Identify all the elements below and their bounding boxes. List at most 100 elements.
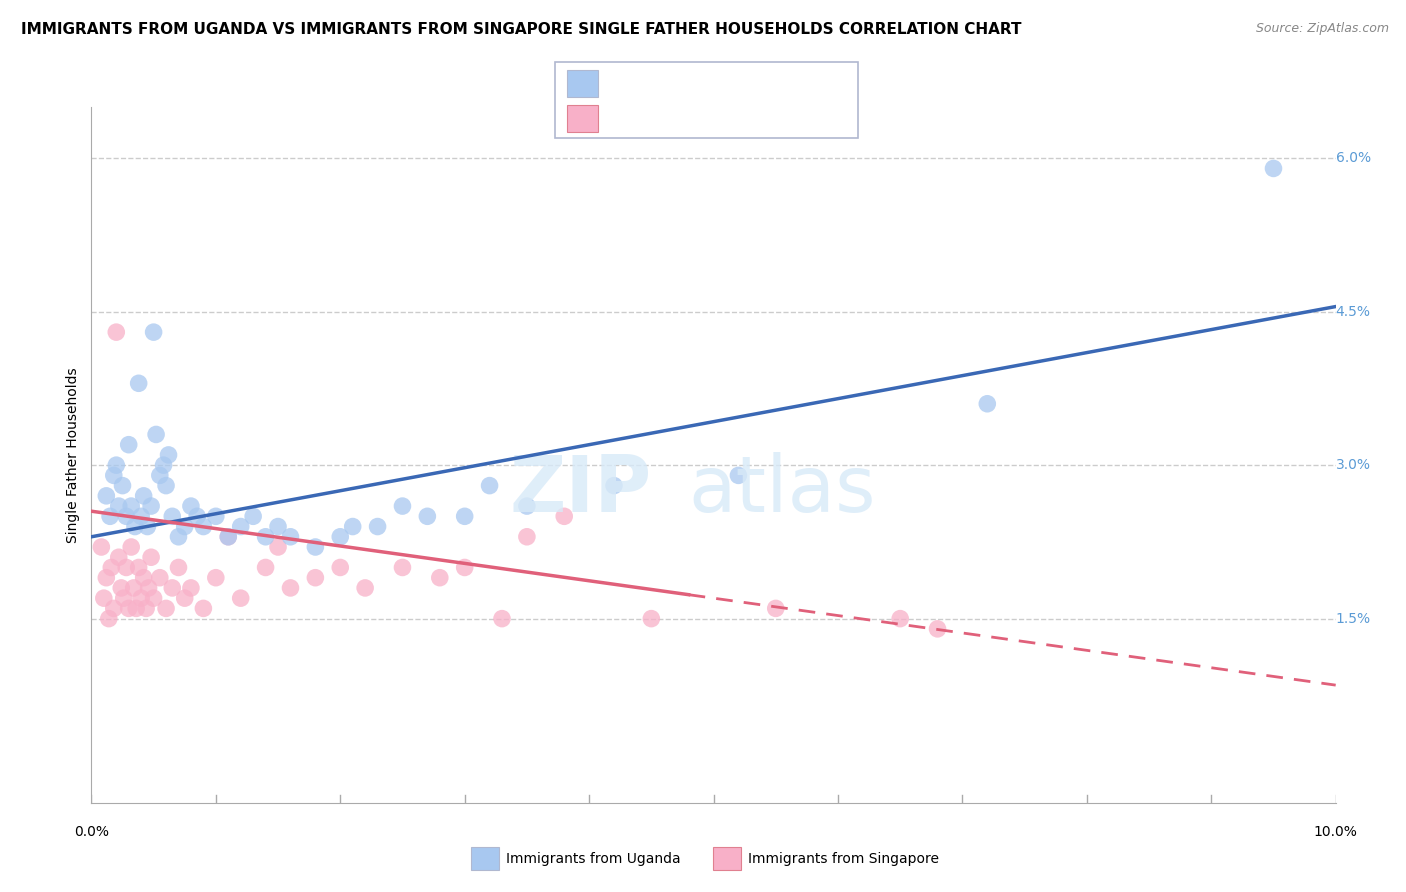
Text: 6.0%: 6.0% — [1336, 152, 1371, 165]
Point — [927, 622, 949, 636]
Point — [727, 468, 749, 483]
Text: IMMIGRANTS FROM UGANDA VS IMMIGRANTS FROM SINGAPORE SINGLE FATHER HOUSEHOLDS COR: IMMIGRANTS FROM UGANDA VS IMMIGRANTS FRO… — [21, 22, 1022, 37]
Point — [124, 519, 146, 533]
Point — [205, 509, 228, 524]
Point — [516, 530, 538, 544]
Text: atlas: atlas — [689, 451, 876, 528]
Point — [136, 519, 159, 533]
Point — [122, 581, 145, 595]
Point — [149, 468, 172, 483]
Point — [98, 509, 121, 524]
Point — [173, 519, 195, 533]
Point — [229, 591, 252, 606]
Point — [118, 438, 141, 452]
Text: 1.5%: 1.5% — [1336, 612, 1371, 625]
Point — [107, 499, 129, 513]
Point — [103, 468, 125, 483]
Text: Source: ZipAtlas.com: Source: ZipAtlas.com — [1256, 22, 1389, 36]
Text: Immigrants from Uganda: Immigrants from Uganda — [506, 852, 681, 865]
Point — [280, 530, 302, 544]
Point — [128, 376, 150, 391]
Point — [103, 601, 125, 615]
Point — [110, 581, 132, 595]
Point — [603, 478, 626, 492]
Point — [135, 601, 157, 615]
Point — [155, 601, 177, 615]
Point — [354, 581, 377, 595]
Point — [180, 581, 202, 595]
Text: 3.0%: 3.0% — [1336, 458, 1371, 472]
Point — [478, 478, 501, 492]
Point — [193, 601, 215, 615]
Point — [516, 499, 538, 513]
Point — [118, 601, 141, 615]
Point — [367, 519, 389, 533]
Point — [180, 499, 202, 513]
Point — [112, 591, 135, 606]
Point — [132, 571, 155, 585]
Point — [1263, 161, 1285, 176]
Point — [304, 540, 326, 554]
Point — [329, 560, 352, 574]
Point — [167, 530, 190, 544]
Point — [132, 489, 155, 503]
Point — [142, 325, 165, 339]
Point — [120, 499, 142, 513]
Point — [765, 601, 787, 615]
Point — [167, 560, 190, 574]
Point — [139, 550, 162, 565]
Point — [416, 509, 439, 524]
Point — [120, 540, 142, 554]
Point — [267, 540, 290, 554]
Point — [107, 550, 129, 565]
Point — [111, 478, 134, 492]
Point — [217, 530, 239, 544]
Point — [640, 612, 662, 626]
Point — [429, 571, 451, 585]
Point — [553, 509, 575, 524]
Point — [173, 591, 195, 606]
Text: Immigrants from Singapore: Immigrants from Singapore — [748, 852, 939, 865]
Point — [162, 509, 184, 524]
Point — [125, 601, 148, 615]
Point — [100, 560, 122, 574]
Point — [391, 499, 413, 513]
Point — [453, 509, 475, 524]
Text: 4.5%: 4.5% — [1336, 305, 1371, 318]
Point — [157, 448, 180, 462]
Point — [128, 560, 150, 574]
Point — [90, 540, 112, 554]
Point — [142, 591, 165, 606]
Point — [93, 591, 115, 606]
Point — [115, 509, 138, 524]
Y-axis label: Single Father Households: Single Father Households — [66, 368, 80, 542]
Point — [889, 612, 911, 626]
Point — [391, 560, 413, 574]
Point — [976, 397, 998, 411]
Point — [186, 509, 208, 524]
Point — [205, 571, 228, 585]
Point — [96, 489, 118, 503]
Point — [254, 530, 277, 544]
Point — [115, 560, 138, 574]
Point — [152, 458, 174, 472]
Text: ZIP: ZIP — [509, 451, 651, 528]
Text: 10.0%: 10.0% — [1313, 825, 1358, 839]
Text: R = 0.396   N = 47: R = 0.396 N = 47 — [609, 76, 765, 91]
Point — [229, 519, 252, 533]
Point — [129, 509, 152, 524]
Point — [242, 509, 264, 524]
Point — [96, 571, 118, 585]
Text: R = -0.118   N = 48: R = -0.118 N = 48 — [609, 114, 770, 129]
Point — [149, 571, 172, 585]
Point — [342, 519, 364, 533]
Point — [97, 612, 120, 626]
Point — [217, 530, 239, 544]
Point — [162, 581, 184, 595]
Point — [453, 560, 475, 574]
Point — [105, 458, 128, 472]
Point — [155, 478, 177, 492]
Point — [145, 427, 167, 442]
Point — [491, 612, 513, 626]
Point — [304, 571, 326, 585]
